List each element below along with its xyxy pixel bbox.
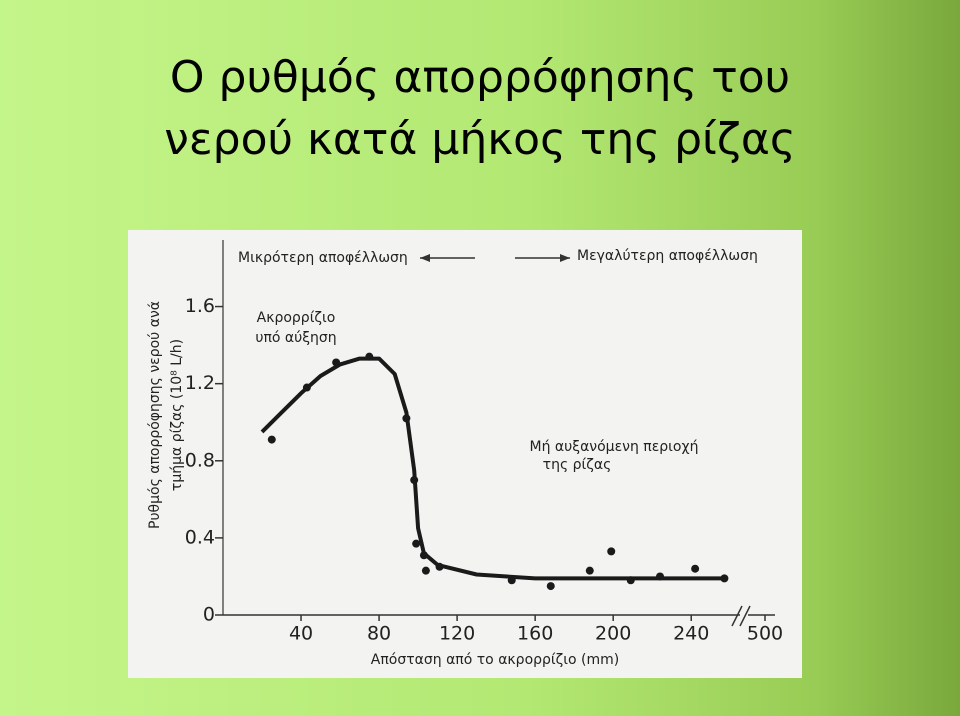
annotation: Ακρορρίζιο (257, 310, 336, 326)
data-point (412, 539, 421, 548)
y-axis-label: τμήμα ρίζας (10⁸ L/h) (169, 339, 185, 491)
annotation: Μεγαλύτερη αποφέλλωση (577, 248, 758, 264)
data-point (421, 566, 430, 575)
slide-title: Ο ρυθμός απορρόφησης του (169, 52, 791, 103)
arrow-head (420, 254, 430, 262)
y-axis-label: Ρυθμός απορρόφησης νερού ανά (147, 301, 163, 529)
annotation: Μή αυξανόμενη περιοχή (530, 439, 699, 455)
data-point (332, 358, 341, 367)
y-tick-label: 0.4 (185, 526, 215, 548)
chart-panel (128, 230, 802, 678)
data-point (402, 414, 411, 423)
annotation: Μικρότερη αποφέλλωση (238, 250, 408, 266)
axis-break (739, 605, 751, 627)
y-tick-label: 1.6 (185, 295, 215, 317)
data-point (267, 435, 276, 444)
data-point (585, 566, 594, 575)
arrow-head (560, 254, 570, 262)
data-point (656, 572, 665, 581)
data-point (507, 576, 516, 585)
data-point (365, 352, 374, 361)
x-tick-label: 80 (367, 623, 391, 645)
data-point (410, 476, 419, 485)
y-tick-label: 0.8 (185, 449, 215, 471)
data-point (691, 564, 700, 573)
x-tick-label: 120 (439, 623, 475, 645)
y-tick-label: 0 (203, 604, 215, 626)
y-tick-label: 1.2 (185, 372, 215, 394)
fit-curve (260, 356, 727, 581)
axis-break (731, 605, 743, 627)
x-tick-label: 160 (517, 623, 553, 645)
data-point (607, 547, 616, 556)
data-point (720, 574, 729, 583)
data-point (626, 576, 635, 585)
x-tick-label: 500 (747, 623, 783, 645)
x-tick-label: 200 (595, 623, 631, 645)
slide-title: νερού κατά μήκος της ρίζας (164, 114, 796, 165)
x-tick-label: 240 (673, 623, 709, 645)
annotation: υπό αύξηση (255, 330, 336, 346)
data-point (419, 551, 428, 560)
data-point (435, 562, 444, 571)
annotation: της ρίζας (543, 457, 612, 473)
x-tick-label: 40 (289, 623, 313, 645)
data-point (302, 383, 311, 392)
x-axis-label: Απόσταση από το ακρορρίζιο (mm) (371, 652, 619, 668)
data-point (546, 582, 555, 591)
